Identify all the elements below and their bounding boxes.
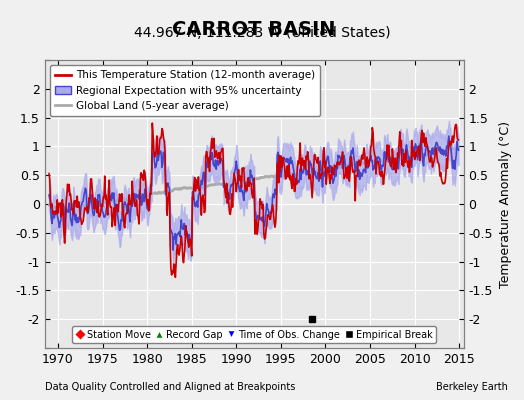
Text: Berkeley Earth: Berkeley Earth bbox=[436, 382, 508, 392]
Title: CARROT BASIN: CARROT BASIN bbox=[172, 20, 336, 39]
Legend: Station Move, Record Gap, Time of Obs. Change, Empirical Break: Station Move, Record Gap, Time of Obs. C… bbox=[72, 326, 436, 344]
Text: 44.967 N, 111.283 W (United States): 44.967 N, 111.283 W (United States) bbox=[134, 26, 390, 40]
Text: Data Quality Controlled and Aligned at Breakpoints: Data Quality Controlled and Aligned at B… bbox=[45, 382, 295, 392]
Y-axis label: Temperature Anomaly (°C): Temperature Anomaly (°C) bbox=[499, 120, 511, 288]
